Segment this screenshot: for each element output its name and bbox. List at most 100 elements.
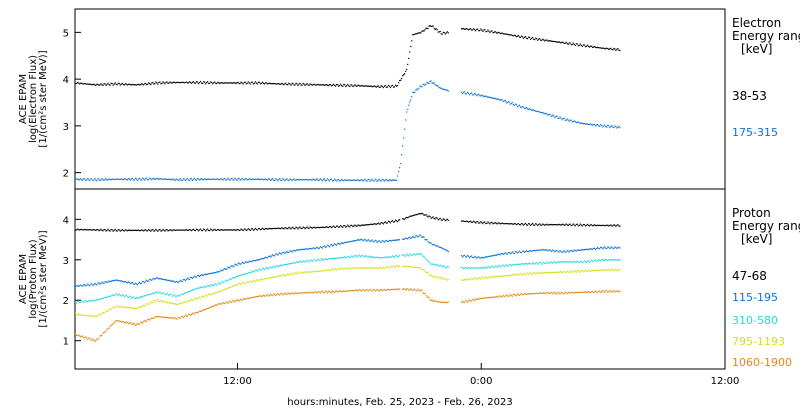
proton-point-115-195-322 [404, 238, 406, 240]
electron-point-38-53-242 [320, 84, 322, 86]
proton-point-115-195-329 [411, 237, 413, 239]
proton-point-795-1193-306 [385, 265, 387, 268]
electron-point-175-315-452 [546, 113, 548, 115]
proton-point-310-580-511 [608, 259, 610, 261]
proton-point-47-68-459 [555, 224, 557, 226]
proton-point-310-580-208 [286, 263, 288, 265]
x-tick-label-1: 0:00 [470, 376, 492, 387]
proton-point-310-580-400 [495, 265, 497, 267]
proton-point-310-580-372 [467, 267, 469, 269]
proton-point-115-195-426 [521, 250, 524, 252]
proton-point-310-580-292 [371, 256, 373, 258]
proton-point-310-580-304 [383, 256, 385, 259]
proton-point-115-195-222 [300, 248, 302, 250]
proton-point-1060-1900-189 [266, 294, 269, 296]
proton-point-115-195-137 [214, 272, 216, 274]
proton-point-47-68-288 [367, 224, 369, 226]
proton-point-310-580-191 [268, 266, 271, 268]
proton-point-795-1193-492 [588, 269, 591, 272]
proton-point-1060-1900-34 [109, 325, 111, 328]
electron-point-38-53-44 [119, 84, 121, 86]
electron-point-175-315-62 [137, 178, 140, 180]
electron-point-38-53-45 [120, 83, 122, 85]
proton-point-1060-1900-2 [77, 334, 79, 337]
electron-point-175-315-67 [143, 178, 145, 180]
proton-point-47-68-156 [233, 228, 235, 231]
proton-point-115-195-451 [547, 250, 549, 252]
proton-point-115-195-239 [317, 247, 319, 250]
proton-point-310-580-25 [100, 298, 102, 300]
proton-point-115-195-458 [554, 251, 556, 253]
proton-point-115-195-214 [292, 250, 294, 252]
proton-point-47-68-18 [93, 228, 95, 231]
proton-point-795-1193-500 [597, 269, 599, 271]
proton-point-1060-1900-4 [79, 335, 81, 337]
proton-point-115-195-513 [610, 247, 612, 249]
electron-point-175-315-57 [132, 179, 135, 181]
electron-point-175-315-146 [223, 178, 225, 180]
proton-point-795-1193-84 [160, 299, 162, 301]
electron-point-175-315-417 [510, 102, 512, 105]
electron-point-38-53-235 [313, 83, 315, 85]
proton-point-795-1193-469 [565, 272, 567, 274]
electron-point-38-53-156 [233, 81, 235, 84]
electron-point-175-315-489 [583, 123, 586, 125]
proton-point-115-195-292 [371, 239, 373, 241]
proton-point-795-1193-228 [306, 272, 308, 274]
proton-point-115-195-521 [618, 246, 620, 248]
electron-point-38-53-374 [467, 28, 469, 30]
proton-point-795-1193-427 [522, 272, 525, 274]
proton-point-795-1193-66 [142, 305, 144, 307]
proton-point-115-195-462 [558, 251, 560, 253]
electron-point-175-315-286 [365, 180, 367, 182]
electron-point-175-315-9 [84, 178, 86, 180]
proton-point-47-68-238 [316, 226, 318, 228]
electron-point-175-315-84 [160, 178, 162, 180]
proton-point-795-1193-490 [586, 270, 589, 273]
electron-point-38-53-216 [294, 84, 296, 86]
proton-point-47-68-484 [580, 224, 582, 226]
electron-point-175-315-16 [91, 178, 93, 180]
electron-point-175-315-223 [301, 179, 303, 181]
proton-point-115-195-478 [574, 249, 576, 252]
proton-point-115-195-259 [338, 242, 340, 244]
proton-point-115-195-477 [573, 249, 575, 251]
proton-point-47-68-75 [151, 229, 153, 231]
proton-point-115-195-391 [486, 256, 488, 258]
proton-point-795-1193-294 [373, 267, 375, 270]
proton-point-47-68-113 [189, 229, 191, 231]
electron-point-175-315-232 [310, 179, 312, 181]
proton-point-310-580-113 [189, 290, 191, 292]
proton-point-1060-1900-203 [281, 292, 283, 295]
electron-point-38-53-124 [200, 82, 203, 84]
proton-point-47-68-497 [593, 224, 596, 226]
proton-point-47-68-169 [246, 229, 248, 231]
proton-point-47-68-157 [234, 229, 236, 231]
electron-point-38-53-467 [561, 41, 563, 43]
proton-point-310-580-305 [384, 256, 386, 258]
electron-point-38-53-58 [133, 84, 136, 86]
electron-point-38-53-384 [477, 28, 479, 30]
proton-point-115-195-429 [524, 250, 527, 253]
proton-point-795-1193-8 [83, 314, 85, 316]
proton-point-795-1193-199 [277, 275, 279, 278]
proton-point-115-195-337 [419, 234, 421, 236]
proton-point-795-1193-310 [389, 265, 392, 267]
electron-point-38-53-447 [541, 39, 543, 42]
proton-point-115-195-14 [89, 285, 91, 287]
proton-point-310-580-80 [156, 291, 158, 293]
proton-point-47-68-395 [490, 222, 492, 224]
proton-point-115-195-149 [226, 268, 228, 270]
electron-point-175-315-379 [472, 94, 474, 96]
proton-point-310-580-416 [511, 264, 513, 266]
proton-point-795-1193-132 [209, 293, 211, 295]
proton-point-47-68-463 [559, 224, 561, 226]
electron-point-38-53-392 [485, 31, 487, 33]
proton-point-795-1193-19 [94, 315, 96, 317]
electron-point-38-53-337 [417, 32, 419, 34]
proton-point-795-1193-123 [199, 297, 202, 299]
electron-point-175-315-374 [467, 91, 469, 93]
proton-point-47-68-150 [227, 229, 229, 231]
proton-point-1060-1900-468 [564, 291, 566, 293]
